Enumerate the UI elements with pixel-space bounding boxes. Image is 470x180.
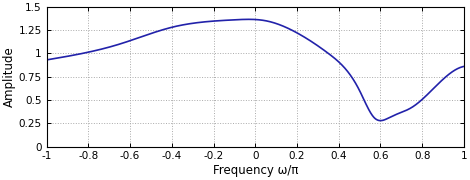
X-axis label: Frequency ω/π: Frequency ω/π (212, 164, 298, 177)
Y-axis label: Amplitude: Amplitude (3, 46, 16, 107)
